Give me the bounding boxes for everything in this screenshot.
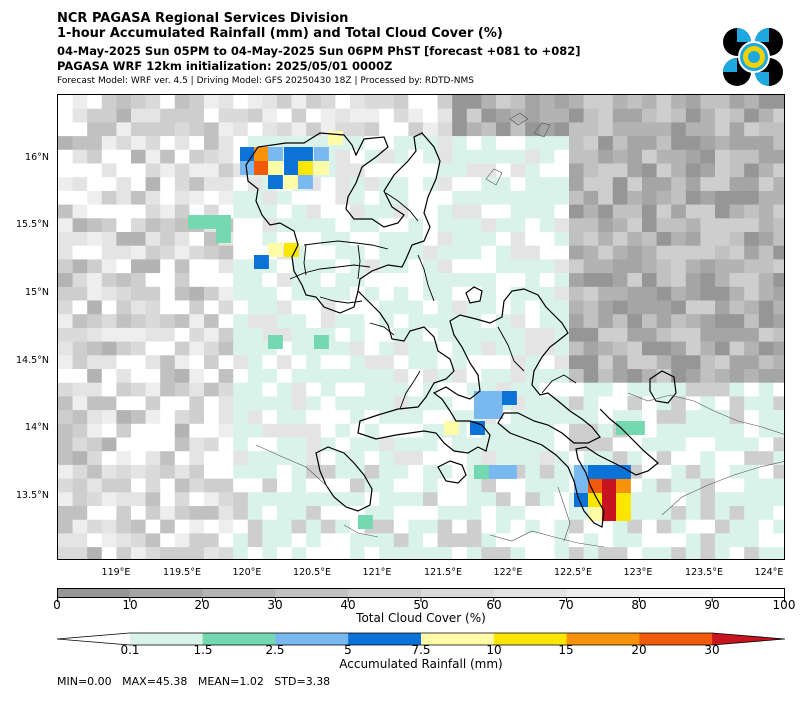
title-line-1: NCR PAGASA Regional Services Division	[57, 11, 349, 26]
lon-label-124: 124°E	[754, 567, 784, 578]
cloud-colorbar-segment	[566, 588, 640, 598]
cloud-tick-80: 80	[631, 598, 647, 612]
rain-tick-15: 15	[558, 643, 574, 657]
rain-tick-20: 20	[631, 643, 647, 657]
lat-label-16: 16°N	[25, 152, 49, 163]
cloud-tick-10: 10	[122, 598, 138, 612]
lon-label-120-5: 120.5°E	[293, 567, 331, 578]
cloud-colorbar-label: Total Cloud Cover (%)	[356, 611, 486, 625]
rainfall-colorbar	[57, 632, 785, 646]
pagasa-logo-icon	[723, 28, 783, 86]
rain-colorbar-segment	[712, 633, 785, 645]
cloud-tick-0: 0	[53, 598, 61, 612]
cloud-colorbar-segment	[57, 588, 131, 598]
lon-label-122: 122°E	[493, 567, 523, 578]
lon-label-123-5: 123.5°E	[685, 567, 723, 578]
lon-label-120: 120°E	[232, 567, 262, 578]
cloud-colorbar-segment	[202, 588, 276, 598]
south-luzon-coastline	[357, 288, 659, 528]
rain-colorbar-segment	[275, 633, 349, 645]
rain-colorbar-label: Accumulated Rainfall (mm)	[339, 657, 503, 671]
polillo-coastline	[465, 286, 483, 304]
rain-tick-0-1: 0.1	[120, 643, 140, 657]
rain-colorbar-segment	[202, 633, 276, 645]
initialization-line: PAGASA WRF 12km initialization: 2025/05/…	[57, 59, 393, 73]
grid-cells	[58, 95, 784, 559]
statistics-line: MIN=0.00 MAX=45.38 MEAN=1.02 STD=3.38	[57, 675, 331, 688]
cloud-colorbar-segment	[493, 588, 568, 598]
valid-time-line: 04-May-2025 Sun 05PM to 04-May-2025 Sun …	[57, 44, 581, 58]
rain-colorbar-segment	[57, 633, 130, 645]
cloud-tick-40: 40	[340, 598, 356, 612]
cloud-tick-60: 60	[486, 598, 502, 612]
cloud-colorbar-segment	[421, 588, 495, 598]
lat-label-15: 15°N	[25, 287, 49, 298]
rain-colorbar-segment	[348, 633, 422, 645]
rain-colorbar-segment	[566, 633, 640, 645]
rain-tick-7-5: 7.5	[411, 643, 431, 657]
lon-label-119-5: 119.5°E	[163, 567, 201, 578]
luzon-coastline	[245, 132, 441, 314]
rain-tick-1-5: 1.5	[193, 643, 213, 657]
marinduque-coastline	[437, 460, 467, 484]
cloud-tick-50: 50	[413, 598, 429, 612]
province-borders	[289, 192, 577, 410]
cloud-colorbar-segment	[712, 588, 785, 598]
cloud-colorbar-segment	[639, 588, 713, 598]
cloud-colorbar-ticks	[57, 598, 785, 602]
rain-tick-10: 10	[486, 643, 502, 657]
lon-label-122-5: 122.5°E	[554, 567, 592, 578]
cloud-tick-30: 30	[267, 598, 283, 612]
model-info-line: Forecast Model: WRF ver. 4.5 | Driving M…	[57, 76, 474, 86]
lon-label-121-5: 121.5°E	[424, 567, 462, 578]
cloud-tick-20: 20	[194, 598, 210, 612]
rain-tick-2-5: 2.5	[265, 643, 285, 657]
rain-colorbar-segment	[129, 633, 204, 645]
minor-coastlines	[255, 112, 784, 548]
rain-colorbar-segment	[421, 633, 495, 645]
lon-label-121: 121°E	[362, 567, 392, 578]
cloud-tick-90: 90	[704, 598, 720, 612]
rain-colorbar-segment	[493, 633, 568, 645]
cloud-cover-colorbar	[57, 588, 785, 598]
lat-label-14: 14°N	[25, 422, 49, 433]
rain-colorbar-segment	[639, 633, 713, 645]
rain-tick-30: 30	[704, 643, 720, 657]
lat-label-14-5: 14.5°N	[15, 355, 49, 366]
cloud-colorbar-segment	[348, 588, 422, 598]
lat-label-15-5: 15.5°N	[15, 219, 49, 230]
lon-label-119: 119°E	[101, 567, 131, 578]
cloud-colorbar-segment	[129, 588, 204, 598]
lon-label-123: 123°E	[623, 567, 653, 578]
catanduanes-coastline	[649, 370, 677, 404]
lat-label-13-5: 13.5°N	[15, 490, 49, 501]
map-canvas	[58, 95, 784, 559]
rainfall-cloud-map	[57, 94, 785, 560]
cloud-colorbar-segment	[275, 588, 349, 598]
cloud-tick-100: 100	[772, 598, 796, 612]
rain-tick-5: 5	[344, 643, 352, 657]
title-line-2: 1-hour Accumulated Rainfall (mm) and Tot…	[57, 26, 503, 41]
cloud-tick-70: 70	[558, 598, 574, 612]
